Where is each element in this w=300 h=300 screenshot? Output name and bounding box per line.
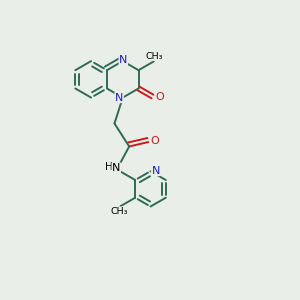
Text: H: H (105, 162, 112, 172)
Text: N: N (115, 93, 123, 103)
Text: N: N (119, 56, 128, 65)
Text: CH₃: CH₃ (110, 207, 128, 216)
Text: O: O (155, 92, 164, 102)
Text: O: O (151, 136, 159, 146)
Text: N: N (112, 163, 120, 173)
Text: CH₃: CH₃ (145, 52, 163, 61)
Text: N: N (152, 166, 160, 176)
